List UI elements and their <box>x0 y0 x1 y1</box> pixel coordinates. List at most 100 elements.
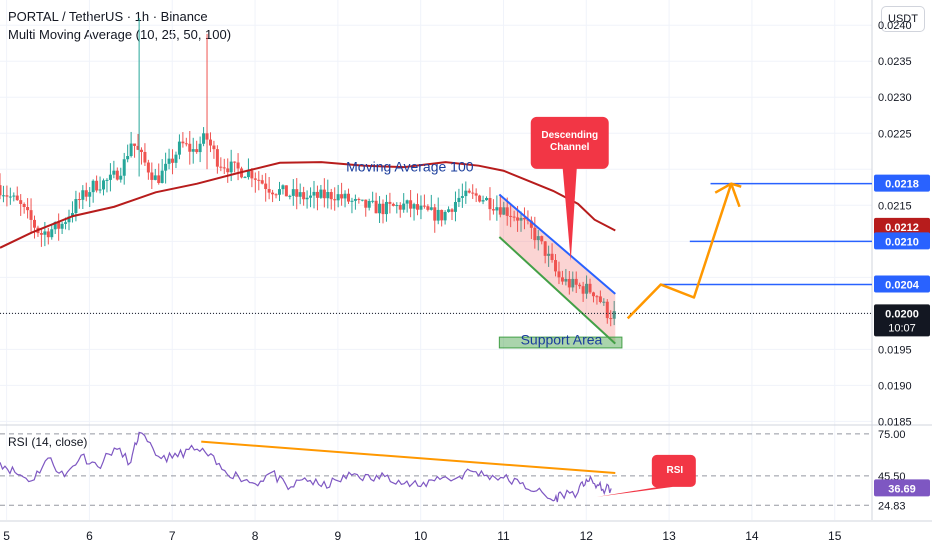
candle <box>391 203 395 206</box>
candle <box>353 198 357 201</box>
candle <box>422 205 426 207</box>
candle <box>457 197 461 203</box>
price-label-text: 0.0212 <box>885 222 919 234</box>
candle <box>29 210 33 220</box>
candle <box>115 170 119 180</box>
currency-button[interactable]: USDT <box>881 6 925 32</box>
candle <box>367 201 371 208</box>
candle <box>502 207 506 215</box>
candle <box>574 278 578 285</box>
candle <box>298 192 302 197</box>
candle <box>108 174 112 180</box>
candle <box>139 149 143 152</box>
candle <box>326 192 330 199</box>
time-axis-tick: 12 <box>580 529 594 543</box>
candle <box>150 172 154 180</box>
candle <box>22 203 26 208</box>
candle <box>333 199 337 201</box>
rsi-axis-tick: 24.83 <box>878 500 906 512</box>
candle <box>46 231 50 238</box>
rsi-legend: RSI (14, close) <box>8 435 87 449</box>
candle <box>581 286 585 294</box>
candle <box>274 194 278 196</box>
candle <box>74 199 78 214</box>
price-label-0-0204 <box>874 275 930 293</box>
price-label-text: 0.0210 <box>885 236 919 248</box>
price-label-text: 0.0200 <box>885 308 919 320</box>
candle <box>167 158 171 164</box>
candle <box>547 253 551 256</box>
candle <box>15 195 19 201</box>
candle <box>267 189 271 193</box>
candle <box>198 143 202 153</box>
candle <box>281 185 285 190</box>
candle <box>329 192 333 200</box>
indicator-legend[interactable]: Multi Moving Average (10, 25, 50, 100) <box>8 27 232 42</box>
candle <box>357 198 361 200</box>
candle <box>512 216 516 218</box>
price-label-text: 0.0204 <box>885 280 920 292</box>
candle <box>188 143 192 152</box>
time-axis-tick: 15 <box>828 529 842 543</box>
candle <box>522 217 526 220</box>
ma100-label: Moving Average 100 <box>346 158 474 174</box>
candle <box>443 211 447 221</box>
time-axis-tick: 5 <box>3 529 10 543</box>
candle <box>602 301 606 303</box>
price-axis-tick: 0.0215 <box>878 200 912 212</box>
rsi-trendline[interactable] <box>201 440 616 474</box>
candle <box>340 194 344 199</box>
candle <box>157 175 161 183</box>
candle <box>609 318 613 320</box>
rsi-axis-tick: 75.00 <box>878 429 906 441</box>
candle <box>405 200 409 204</box>
candle <box>564 278 568 282</box>
candle <box>136 145 140 150</box>
time-axis-tick: 7 <box>169 529 176 543</box>
candle <box>102 180 106 190</box>
candle <box>474 193 478 196</box>
candle <box>378 203 382 214</box>
candle <box>360 199 364 201</box>
ma100-line <box>0 161 616 249</box>
candle <box>88 192 92 197</box>
candle <box>253 178 257 180</box>
time-axis-tick: 10 <box>414 529 428 543</box>
price-label-0-0200 <box>874 304 930 337</box>
candle <box>436 209 440 221</box>
price-axis-tick: 0.0240 <box>878 20 912 32</box>
candle <box>212 145 216 150</box>
candle <box>226 168 230 173</box>
channel-lower-line[interactable] <box>498 236 616 345</box>
candle <box>388 201 392 204</box>
candle <box>222 167 226 169</box>
projection-arrowhead <box>714 182 742 194</box>
time-axis-tick: 14 <box>745 529 759 543</box>
candle <box>95 180 99 191</box>
candle <box>467 190 471 193</box>
candle <box>453 202 457 212</box>
candle <box>585 283 589 294</box>
candle <box>81 190 85 200</box>
candle <box>322 189 326 199</box>
candle <box>191 149 195 152</box>
candle <box>26 207 30 211</box>
candle <box>398 205 402 210</box>
candle <box>305 197 309 200</box>
candle <box>433 207 437 221</box>
chart-title: PORTAL / TetherUS · 1h · Binance <box>8 9 208 24</box>
projection-path[interactable] <box>626 183 733 320</box>
candle <box>478 195 482 202</box>
support-area-zone[interactable] <box>498 336 623 349</box>
candle <box>529 220 533 228</box>
candle <box>464 190 468 197</box>
price-axis-tick: 0.0195 <box>878 344 912 356</box>
candle <box>302 192 306 200</box>
price-label-0-0210 <box>874 232 930 250</box>
candle <box>450 209 454 212</box>
candle <box>112 170 116 175</box>
candle <box>346 193 350 202</box>
candle <box>374 200 378 214</box>
channel-upper-line[interactable] <box>498 193 616 295</box>
